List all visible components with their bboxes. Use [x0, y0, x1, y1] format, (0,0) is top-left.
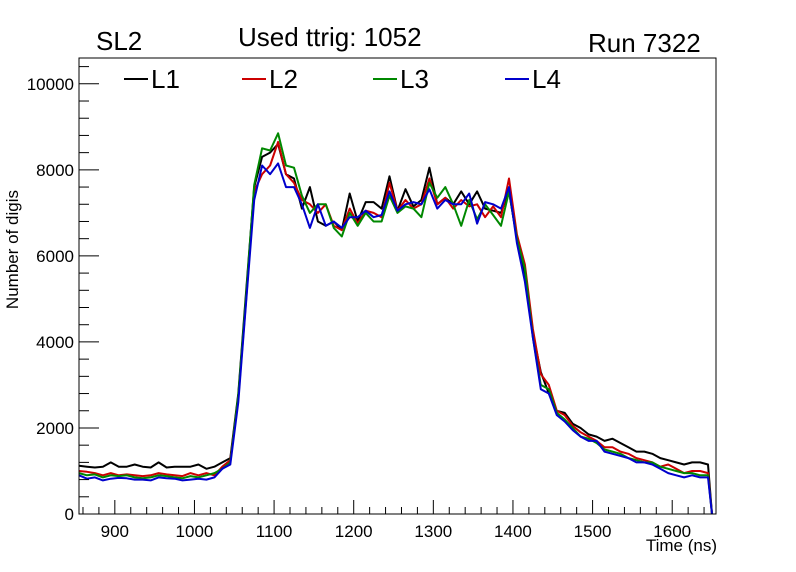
x-tick-label: 1200: [335, 522, 373, 541]
x-tick-label: 1600: [653, 522, 691, 541]
y-tick-label: 6000: [36, 247, 74, 266]
y-tick-label: 10000: [27, 75, 74, 94]
y-axis-label: Number of digis: [3, 190, 22, 310]
series-line-l4: [78, 162, 713, 515]
x-tick-label: 1400: [494, 522, 532, 541]
superlayer-label: SL2: [96, 26, 143, 56]
plot-frame: [78, 57, 717, 515]
series-lines: [78, 132, 713, 515]
legend-label-l3: L3: [400, 64, 429, 94]
legend-label-l1: L1: [151, 64, 180, 94]
y-tick-label: 8000: [36, 161, 74, 180]
x-tick-label: 1500: [574, 522, 612, 541]
legend-label-l4: L4: [532, 64, 561, 94]
x-tick-label: 1000: [176, 522, 214, 541]
series-line-l3: [78, 132, 713, 515]
y-tick-label: 0: [65, 505, 74, 524]
x-tick-label: 1300: [414, 522, 452, 541]
x-axis-label: Time (ns): [645, 536, 717, 555]
y-tick-label: 4000: [36, 333, 74, 352]
x-tick-label: 1100: [256, 522, 293, 541]
chart-title: Used ttrig: 1052: [238, 22, 422, 52]
y-tick-label: 2000: [36, 419, 74, 438]
legend: L1 L2 L3 L4: [124, 64, 561, 94]
run-label: Run 7322: [588, 28, 701, 58]
legend-label-l2: L2: [269, 64, 298, 94]
x-tick-label: 900: [101, 522, 129, 541]
axis-ticks: 900 1000 1100 1200 1300 1400 1500 1600 0 2000 4000…: [27, 66, 705, 541]
